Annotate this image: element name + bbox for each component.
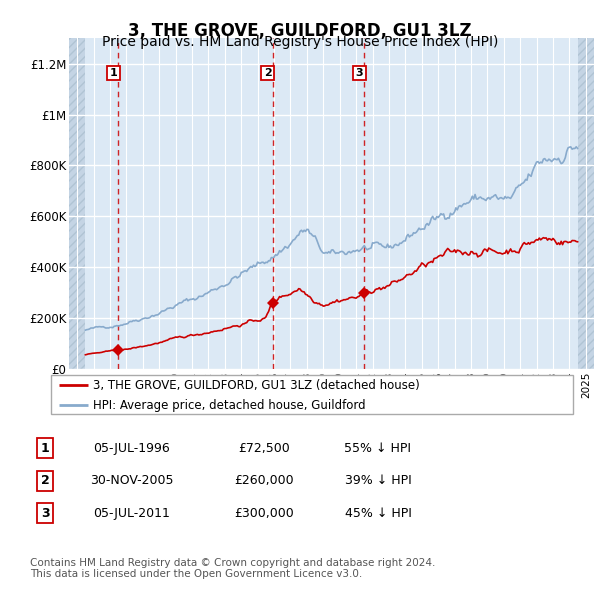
Bar [69, 38, 85, 369]
Text: 1: 1 [110, 68, 118, 78]
Text: 1: 1 [41, 442, 49, 455]
Text: 3: 3 [41, 507, 49, 520]
Text: £72,500: £72,500 [238, 442, 290, 455]
Text: 3, THE GROVE, GUILDFORD, GU1 3LZ (detached house): 3, THE GROVE, GUILDFORD, GU1 3LZ (detach… [93, 379, 419, 392]
Text: 3, THE GROVE, GUILDFORD, GU1 3LZ: 3, THE GROVE, GUILDFORD, GU1 3LZ [128, 22, 472, 41]
FancyBboxPatch shape [50, 375, 574, 414]
Bar [578, 38, 594, 369]
Text: 3: 3 [356, 68, 364, 78]
Text: 55% ↓ HPI: 55% ↓ HPI [344, 442, 412, 455]
Text: 30-NOV-2005: 30-NOV-2005 [90, 474, 174, 487]
Text: 05-JUL-1996: 05-JUL-1996 [94, 442, 170, 455]
Text: 2: 2 [264, 68, 272, 78]
Text: 2: 2 [41, 474, 49, 487]
Text: £300,000: £300,000 [234, 507, 294, 520]
Text: 39% ↓ HPI: 39% ↓ HPI [344, 474, 412, 487]
Text: 05-JUL-2011: 05-JUL-2011 [94, 507, 170, 520]
Text: 45% ↓ HPI: 45% ↓ HPI [344, 507, 412, 520]
Text: Contains HM Land Registry data © Crown copyright and database right 2024.
This d: Contains HM Land Registry data © Crown c… [30, 558, 436, 579]
Text: HPI: Average price, detached house, Guildford: HPI: Average price, detached house, Guil… [93, 399, 365, 412]
Text: Price paid vs. HM Land Registry's House Price Index (HPI): Price paid vs. HM Land Registry's House … [102, 35, 498, 50]
Text: £260,000: £260,000 [234, 474, 294, 487]
